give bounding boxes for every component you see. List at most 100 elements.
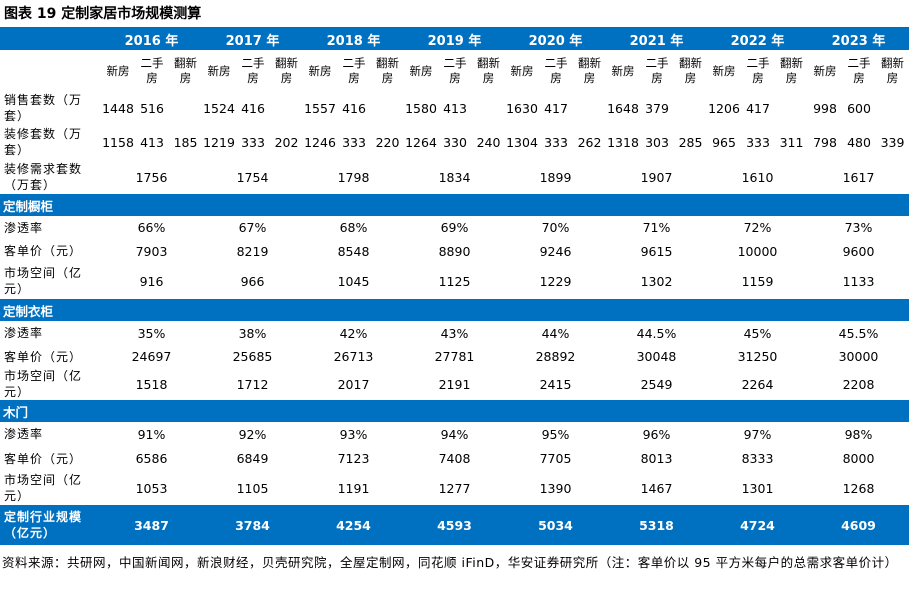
cell-value: 1798 <box>337 169 370 185</box>
cell-value: 2208 <box>842 376 875 392</box>
cell-value: 1524 <box>203 100 235 116</box>
total-value: 4254 <box>303 505 404 545</box>
housing-type-header: 新房 <box>611 63 635 78</box>
cell-value: 66% <box>137 220 166 235</box>
cell-value: 44% <box>541 325 570 341</box>
cell-value: 285 <box>678 134 703 150</box>
cell-value: 1304 <box>506 134 538 150</box>
year-header: 2018 年 <box>303 28 404 50</box>
housing-type-header: 二手房 <box>544 56 568 85</box>
cell-value: 413 <box>140 134 164 150</box>
year-header: 2020 年 <box>505 28 606 50</box>
section-data-row: 客单价（元） 24697 25685 26713 27781 28892 30048 3125… <box>0 345 909 368</box>
cell-value: 333 <box>544 134 568 150</box>
housing-type-header: 新房 <box>106 63 130 78</box>
cell-value: 67% <box>238 220 267 235</box>
cell-value: 1264 <box>405 134 437 150</box>
cell-value: 7408 <box>438 451 471 466</box>
cell-value: 30048 <box>636 349 677 364</box>
cell-value: 1219 <box>203 134 235 150</box>
row-label: 客单价（元） <box>4 349 83 364</box>
cell-value: 1246 <box>304 134 336 150</box>
cell-value: 8548 <box>337 243 370 259</box>
cell-value: 413 <box>443 100 467 116</box>
housing-type-header: 二手房 <box>746 56 770 85</box>
cell-value: 1518 <box>135 376 168 392</box>
housing-type-header: 二手房 <box>140 56 164 85</box>
housing-type-header: 新房 <box>510 63 534 78</box>
total-value: 5318 <box>606 505 707 545</box>
cell-value: 8013 <box>640 451 673 466</box>
cell-value: 480 <box>847 134 871 150</box>
cell-value: 379 <box>645 100 669 116</box>
title-divider <box>0 27 909 28</box>
cell-value: 1756 <box>135 169 168 185</box>
cell-value: 2415 <box>539 376 572 392</box>
row-label: 客单价（元） <box>4 244 83 258</box>
cell-value: 27781 <box>434 349 475 364</box>
section-header-row: 定制衣柜 <box>0 299 909 321</box>
cell-value: 202 <box>274 134 299 150</box>
cell-value: 8000 <box>842 451 875 466</box>
housing-type-header: 翻新房 <box>174 56 197 85</box>
cell-value: 8333 <box>741 451 774 466</box>
housing-type-header: 新房 <box>712 63 736 78</box>
cell-value: 8219 <box>236 243 269 259</box>
cell-value: 1053 <box>135 480 168 496</box>
cell-value: 9600 <box>842 243 875 259</box>
cell-value: 1302 <box>640 273 673 289</box>
cell-value: 73% <box>844 220 873 235</box>
cell-value: 1229 <box>539 273 572 289</box>
year-header: 2022 年 <box>707 28 808 50</box>
cell-value: 1754 <box>236 169 269 185</box>
cell-value: 1045 <box>337 273 370 289</box>
cell-value: 1899 <box>539 169 572 185</box>
cell-value: 1448 <box>102 100 134 116</box>
cell-value: 330 <box>443 134 467 150</box>
section-data-row: 渗透率 35% 38% 42% 43% 44% 44.5% 45% 45.5% <box>0 321 909 345</box>
cell-value: 2264 <box>741 376 774 392</box>
cell-value: 35% <box>137 325 166 341</box>
cell-value: 965 <box>712 134 736 150</box>
row-label: 渗透率 <box>4 326 44 340</box>
cell-value: 1630 <box>506 100 538 116</box>
cell-value: 916 <box>139 273 164 289</box>
cell-value: 72% <box>743 220 772 235</box>
cell-value <box>169 92 202 124</box>
cell-value: 1125 <box>438 273 471 289</box>
cell-value <box>270 92 303 124</box>
cell-value: 240 <box>476 134 501 150</box>
cell-value: 6849 <box>236 451 269 466</box>
cell-value: 6586 <box>135 451 168 466</box>
section-title: 定制橱柜 <box>0 194 909 216</box>
cell-value: 1318 <box>607 134 639 150</box>
section-data-row: 市场空间（亿元） 916 966 1045 1125 1229 1302 1159 1133 <box>0 263 909 299</box>
cell-value: 333 <box>342 134 366 150</box>
cell-value: 8890 <box>438 243 471 259</box>
cell-value: 45.5% <box>838 325 879 341</box>
cell-value: 798 <box>813 134 837 150</box>
cell-value: 333 <box>241 134 265 150</box>
cell-value: 1617 <box>842 169 875 185</box>
section-title: 定制衣柜 <box>0 299 909 321</box>
figure-title: 图表 19 定制家居市场规模测算 <box>4 6 202 22</box>
cell-value: 28892 <box>535 349 576 364</box>
housing-type-header: 翻新房 <box>376 56 399 85</box>
section-data-row: 渗透率 91% 92% 93% 94% 95% 96% 97% 98% <box>0 422 909 446</box>
cell-value: 416 <box>241 100 265 116</box>
demand-row: 装修需求套数（万套） 1756 1754 1798 1834 1899 1907 1610 16… <box>0 160 909 194</box>
total-value: 5034 <box>505 505 606 545</box>
cell-value: 97% <box>743 426 772 442</box>
cell-value: 339 <box>880 134 905 150</box>
row-label: 市场空间（亿元） <box>4 473 83 503</box>
cell-value: 96% <box>642 426 671 442</box>
cell-value: 333 <box>746 134 770 150</box>
cell-value: 1191 <box>337 480 370 496</box>
year-header: 2016 年 <box>101 28 202 50</box>
housing-type-header: 二手房 <box>443 56 467 85</box>
cell-value: 1158 <box>102 134 134 150</box>
market-size-table: 2016 年 2017 年 2018 年 2019 年 2020 年 2021 年 2022… <box>0 28 909 545</box>
cell-value: 600 <box>847 100 871 116</box>
cell-value <box>472 92 505 124</box>
cell-value: 24697 <box>131 349 172 364</box>
